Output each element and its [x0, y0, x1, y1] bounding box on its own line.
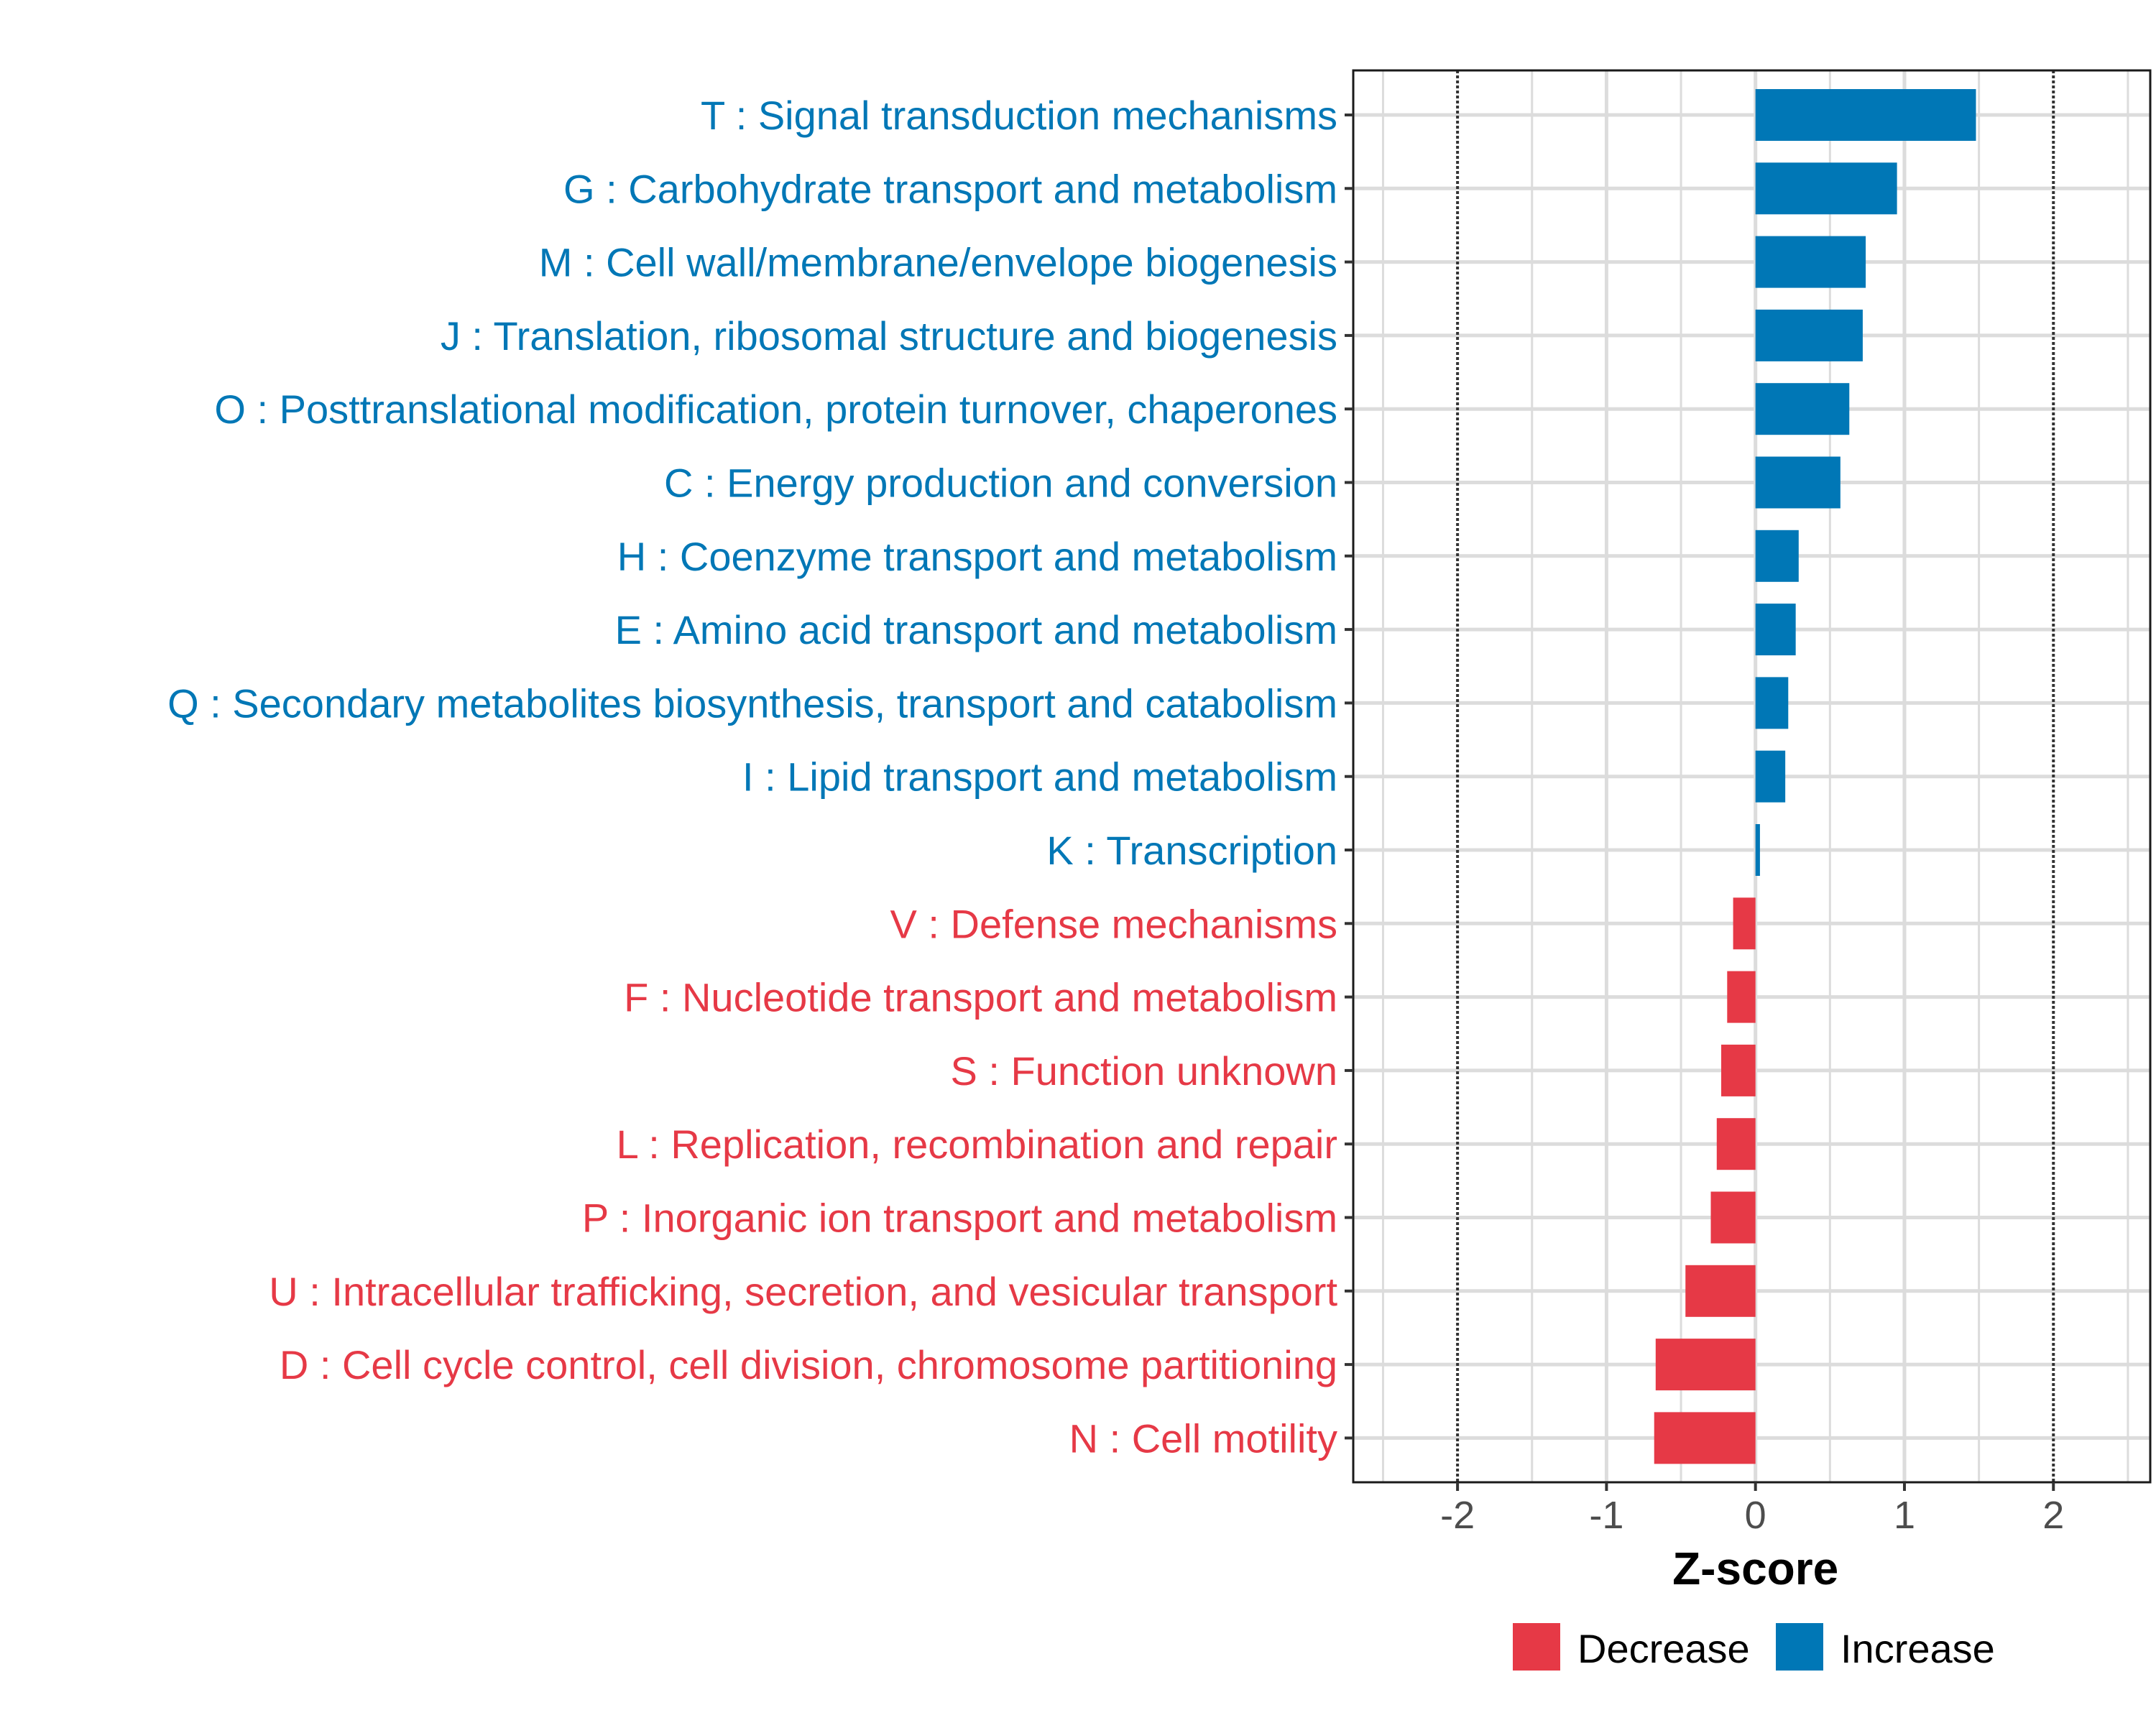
x-tick-label: 0 — [1745, 1494, 1766, 1537]
bar — [1755, 309, 1863, 361]
bar — [1685, 1265, 1756, 1317]
bar — [1655, 1339, 1756, 1391]
bar — [1755, 383, 1850, 435]
category-label: K : Transcription — [1046, 828, 1337, 873]
category-label: H : Coenzyme transport and metabolism — [617, 534, 1337, 579]
legend-key — [1513, 1623, 1560, 1671]
category-label: V : Defense mechanisms — [890, 901, 1337, 946]
category-label: S : Function unknown — [950, 1048, 1337, 1094]
bar — [1755, 530, 1799, 582]
x-tick-label: -1 — [1589, 1494, 1623, 1537]
category-label: F : Nucleotide transport and metabolism — [624, 975, 1337, 1020]
bar — [1755, 162, 1897, 215]
category-label: E : Amino acid transport and metabolism — [615, 607, 1337, 652]
bar — [1755, 456, 1841, 509]
category-label: N : Cell motility — [1069, 1415, 1337, 1461]
category-label: U : Intracellular trafficking, secretion… — [269, 1269, 1337, 1314]
x-tick-label: 2 — [2042, 1494, 2064, 1537]
bar — [1727, 971, 1756, 1023]
bar — [1721, 1044, 1756, 1096]
category-label: M : Cell wall/membrane/envelope biogenes… — [539, 240, 1337, 285]
x-tick-label: -2 — [1440, 1494, 1475, 1537]
category-label: L : Replication, recombination and repai… — [617, 1122, 1337, 1167]
category-label: T : Signal transduction mechanisms — [701, 93, 1337, 138]
x-axis-title: Z-score — [1672, 1543, 1838, 1594]
category-label: G : Carbohydrate transport and metabolis… — [563, 166, 1337, 211]
legend-label: Increase — [1841, 1626, 1995, 1671]
category-label: C : Energy production and conversion — [664, 461, 1337, 506]
category-label: I : Lipid transport and metabolism — [742, 754, 1337, 800]
bar — [1710, 1191, 1756, 1244]
category-label: Q : Secondary metabolites biosynthesis, … — [167, 680, 1337, 726]
category-label: P : Inorganic ion transport and metaboli… — [582, 1196, 1337, 1241]
bar — [1654, 1412, 1756, 1464]
bar — [1755, 89, 1976, 141]
bar — [1755, 677, 1789, 729]
legend-key — [1776, 1623, 1823, 1671]
bar — [1755, 236, 1866, 288]
bar — [1755, 750, 1786, 803]
bar — [1755, 604, 1796, 656]
bar — [1755, 824, 1760, 876]
x-tick-label: 1 — [1894, 1494, 1915, 1537]
legend-label: Decrease — [1577, 1626, 1750, 1671]
category-label: J : Translation, ribosomal structure and… — [441, 313, 1337, 359]
bar — [1716, 1118, 1756, 1170]
category-label: O : Posttranslational modification, prot… — [214, 387, 1337, 432]
category-label: D : Cell cycle control, cell division, c… — [280, 1342, 1337, 1387]
bar — [1733, 897, 1756, 950]
